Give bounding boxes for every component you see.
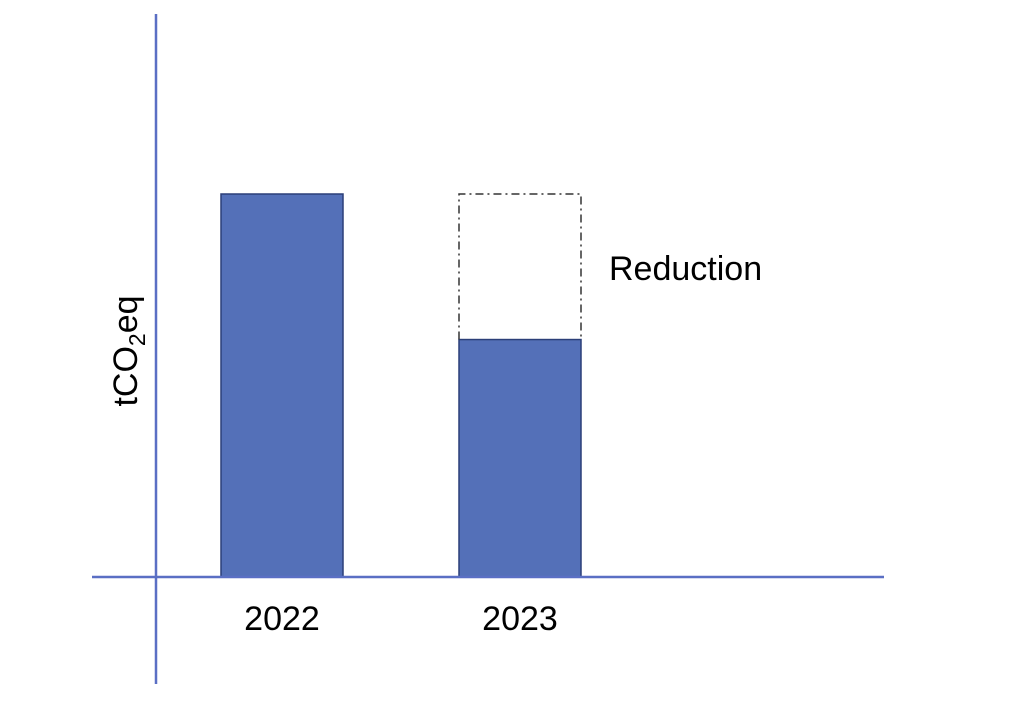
y-axis-label-subscript: 2 (124, 333, 150, 346)
x-tick-label-2022: 2022 (244, 600, 320, 638)
y-axis-label: tCO2eq (107, 295, 150, 406)
bars-group (220, 193, 582, 578)
bar-2023 (458, 338, 582, 578)
reduction-group (458, 193, 582, 340)
y-axis-label-prefix: tCO (107, 346, 145, 406)
bar-2022 (220, 193, 344, 578)
x-tick-label-2023: 2023 (482, 600, 558, 638)
x-tick-labels: 2022 2023 (244, 600, 558, 638)
reduction-outline (458, 193, 582, 340)
y-axis-label-suffix: eq (107, 295, 145, 333)
reduction-label: Reduction (609, 250, 762, 288)
